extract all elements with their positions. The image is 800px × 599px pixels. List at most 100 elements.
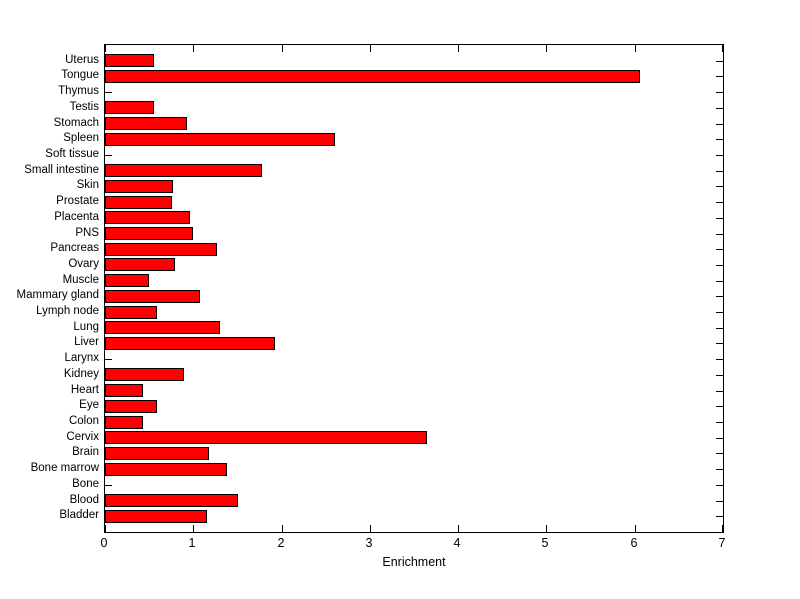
y-tick-right-bone-marrow xyxy=(716,469,723,470)
x-tick-bottom-2 xyxy=(282,525,283,532)
y-tick-label-spleen: Spleen xyxy=(63,132,99,144)
x-tick-label-2: 2 xyxy=(277,536,285,550)
y-tick-label-prostate: Prostate xyxy=(56,195,99,207)
y-tick-right-cervix xyxy=(716,438,723,439)
y-tick-right-stomach xyxy=(716,124,723,125)
y-tick-label-placenta: Placenta xyxy=(54,211,99,223)
y-tick-label-colon: Colon xyxy=(68,415,99,427)
bar-lung xyxy=(105,321,220,334)
y-tick-right-pns xyxy=(716,234,723,235)
y-tick-right-brain xyxy=(716,453,723,454)
bar-uterus xyxy=(105,54,154,67)
x-tick-bottom-4 xyxy=(458,525,459,532)
y-tick-label-blood: Blood xyxy=(69,494,99,506)
x-tick-top-6 xyxy=(635,45,636,52)
y-tick-right-mammary-gland xyxy=(716,296,723,297)
x-tick-top-2 xyxy=(282,45,283,52)
y-tick-label-lung: Lung xyxy=(73,321,99,333)
bar-skin xyxy=(105,180,173,193)
y-tick-right-liver xyxy=(716,343,723,344)
bar-small-intestine xyxy=(105,164,263,177)
bar-prostate xyxy=(105,196,173,209)
x-tick-label-4: 4 xyxy=(453,536,461,550)
y-tick-right-lung xyxy=(716,328,723,329)
bar-spleen xyxy=(105,133,335,146)
y-tick-right-tongue xyxy=(716,76,723,77)
y-tick-label-ovary: Ovary xyxy=(68,258,99,270)
bar-brain xyxy=(105,447,210,460)
y-tick-right-testis xyxy=(716,108,723,109)
y-tick-label-lymph-node: Lymph node xyxy=(36,305,99,317)
y-tick-label-muscle: Muscle xyxy=(62,274,99,286)
bar-stomach xyxy=(105,117,188,130)
bar-eye xyxy=(105,400,158,413)
x-tick-label-0: 0 xyxy=(100,536,108,550)
x-axis-title: Enrichment xyxy=(382,555,446,569)
y-tick-right-blood xyxy=(716,501,723,502)
bar-blood xyxy=(105,494,239,507)
y-tick-right-heart xyxy=(716,391,723,392)
bar-pancreas xyxy=(105,243,218,256)
bar-placenta xyxy=(105,211,190,224)
x-tick-top-5 xyxy=(546,45,547,52)
x-tick-bottom-5 xyxy=(546,525,547,532)
y-tick-right-placenta xyxy=(716,218,723,219)
bar-liver xyxy=(105,337,275,350)
x-tick-label-7: 7 xyxy=(718,536,726,550)
x-tick-label-3: 3 xyxy=(365,536,373,550)
x-tick-top-7 xyxy=(722,45,723,52)
y-tick-label-pns: PNS xyxy=(75,227,99,239)
x-tick-bottom-3 xyxy=(370,525,371,532)
bar-tongue xyxy=(105,70,640,83)
plot-area xyxy=(104,44,724,533)
y-tick-left-soft-tissue xyxy=(105,155,112,156)
y-tick-right-kidney xyxy=(716,375,723,376)
y-tick-label-bone: Bone xyxy=(72,478,99,490)
x-tick-top-0 xyxy=(105,45,106,52)
y-tick-label-pancreas: Pancreas xyxy=(50,242,99,254)
x-tick-label-6: 6 xyxy=(630,536,638,550)
y-tick-right-uterus xyxy=(716,61,723,62)
bar-bone-marrow xyxy=(105,463,227,476)
y-tick-right-spleen xyxy=(716,139,723,140)
y-tick-left-larynx xyxy=(105,359,112,360)
bar-ovary xyxy=(105,258,175,271)
x-tick-top-3 xyxy=(370,45,371,52)
bar-mammary-gland xyxy=(105,290,201,303)
y-tick-label-tongue: Tongue xyxy=(61,69,99,81)
y-tick-label-heart: Heart xyxy=(70,384,99,396)
y-tick-right-lymph-node xyxy=(716,312,723,313)
y-tick-label-skin: Skin xyxy=(76,179,99,191)
y-tick-left-bone xyxy=(105,485,112,486)
y-tick-right-bone xyxy=(716,485,723,486)
bar-colon xyxy=(105,416,143,429)
x-tick-bottom-1 xyxy=(193,525,194,532)
y-tick-label-liver: Liver xyxy=(74,336,99,348)
y-tick-right-eye xyxy=(716,406,723,407)
y-tick-right-skin xyxy=(716,186,723,187)
y-tick-label-brain: Brain xyxy=(72,446,99,458)
x-tick-bottom-0 xyxy=(105,525,106,532)
x-tick-bottom-6 xyxy=(635,525,636,532)
bar-testis xyxy=(105,101,154,114)
y-tick-left-thymus xyxy=(105,92,112,93)
y-tick-label-uterus: Uterus xyxy=(65,54,99,66)
y-tick-label-thymus: Thymus xyxy=(58,85,99,97)
y-tick-label-small-intestine: Small intestine xyxy=(24,164,99,176)
y-tick-label-stomach: Stomach xyxy=(53,117,99,129)
y-tick-right-colon xyxy=(716,422,723,423)
y-tick-label-eye: Eye xyxy=(79,399,99,411)
y-tick-right-prostate xyxy=(716,202,723,203)
y-tick-label-mammary-gland: Mammary gland xyxy=(16,289,99,301)
bar-kidney xyxy=(105,368,185,381)
y-tick-right-larynx xyxy=(716,359,723,360)
y-tick-label-bladder: Bladder xyxy=(59,509,99,521)
y-tick-right-small-intestine xyxy=(716,171,723,172)
x-tick-label-1: 1 xyxy=(188,536,196,550)
y-tick-label-bone-marrow: Bone marrow xyxy=(30,462,99,474)
y-tick-label-testis: Testis xyxy=(69,101,99,113)
y-tick-label-cervix: Cervix xyxy=(66,431,99,443)
x-tick-label-5: 5 xyxy=(541,536,549,550)
bar-muscle xyxy=(105,274,150,287)
